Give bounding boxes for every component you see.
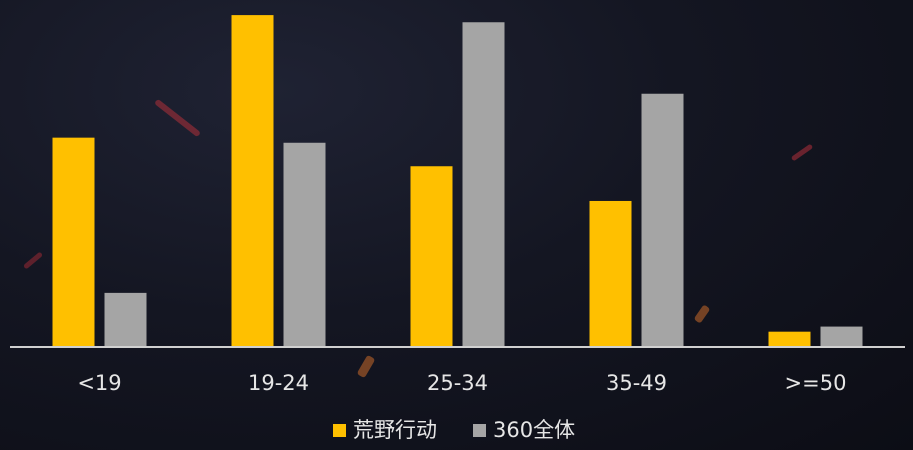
bar-series-2-4 — [820, 326, 863, 347]
bar-series-2-0 — [104, 292, 147, 347]
legend-swatch — [473, 424, 486, 437]
x-tick-label: 35-49 — [606, 371, 667, 395]
legend-label: 360全体 — [493, 418, 575, 442]
legend-swatch — [333, 424, 346, 437]
bar-series-2-3 — [641, 93, 684, 347]
legend-label: 荒野行动 — [353, 418, 437, 442]
bar-series-1-3 — [589, 200, 632, 347]
bars-group — [52, 15, 863, 348]
bar-series-2-2 — [462, 22, 505, 347]
x-tick-label: 25-34 — [427, 371, 488, 395]
bar-series-1-1 — [231, 15, 274, 348]
legend: 荒野行动 360全体 — [333, 418, 575, 442]
bar-series-1-4 — [768, 331, 811, 347]
bar-series-1-2 — [410, 166, 453, 347]
bar-series-2-1 — [283, 142, 326, 347]
x-tick-labels: <19 19-24 25-34 35-49 >=50 — [77, 371, 846, 395]
x-tick-label: >=50 — [785, 371, 847, 395]
x-tick-label: <19 — [77, 371, 121, 395]
x-tick-label: 19-24 — [248, 371, 309, 395]
bar-series-1-0 — [52, 137, 95, 347]
